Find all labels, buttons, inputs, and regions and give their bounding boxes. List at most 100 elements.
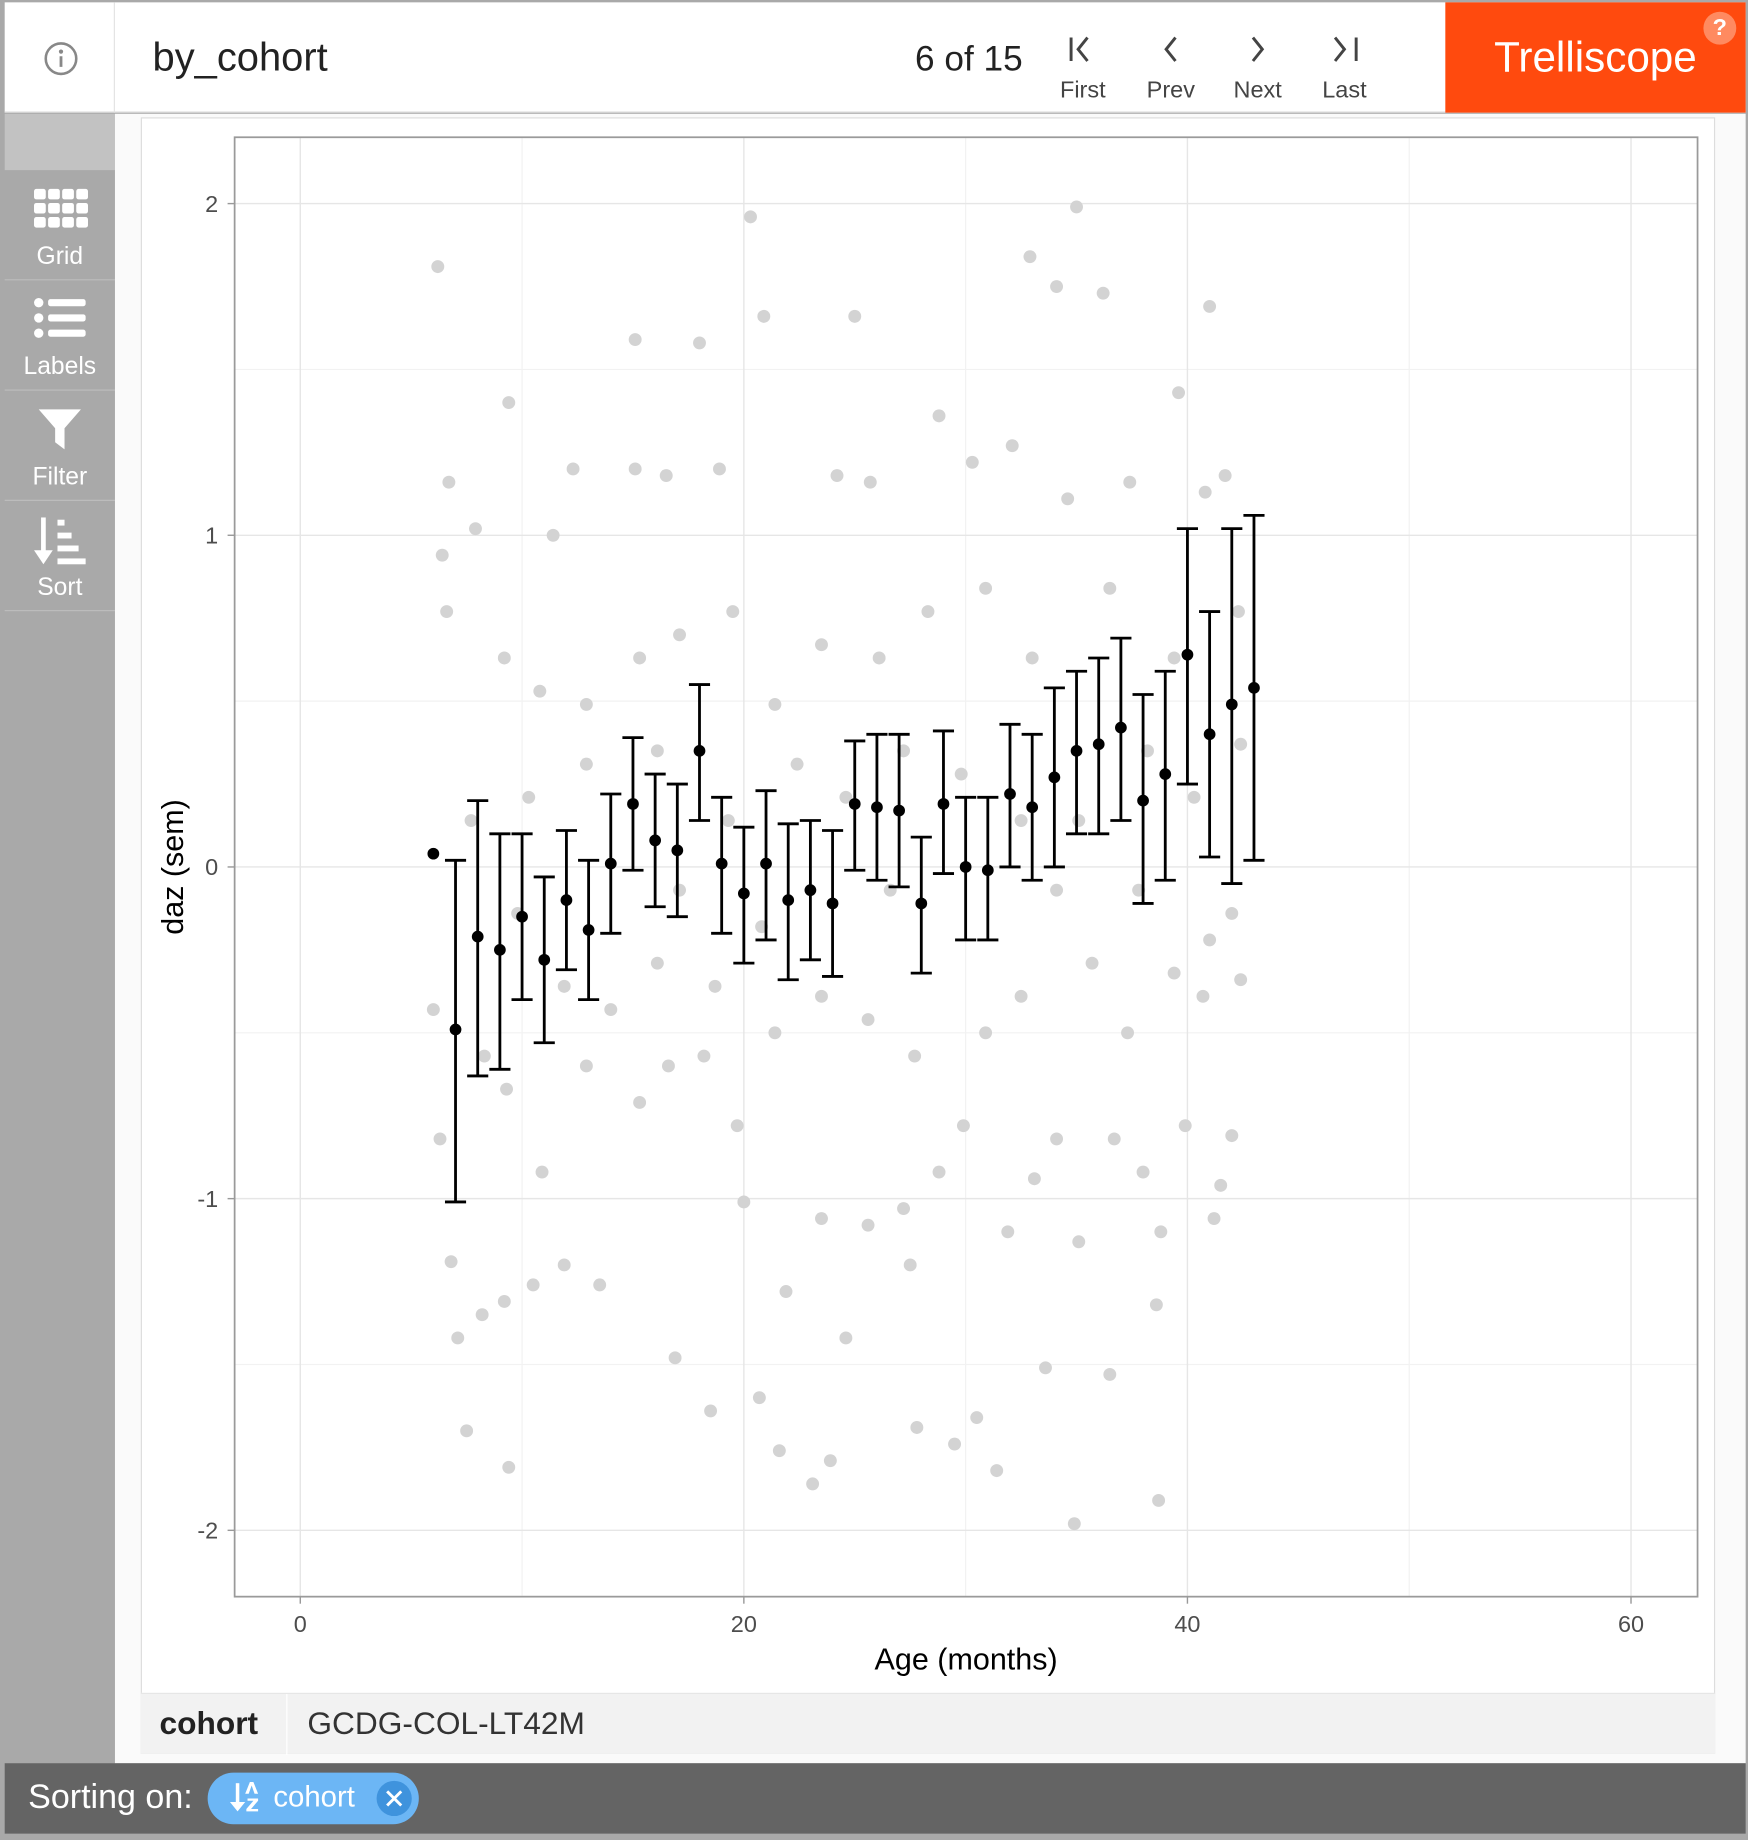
data-point [426, 1003, 440, 1017]
data-point [1225, 906, 1239, 920]
data-point [806, 1477, 820, 1491]
data-point [757, 309, 771, 323]
nav-label: Last [1322, 77, 1367, 104]
data-point [1187, 790, 1201, 804]
data-point [579, 1059, 593, 1073]
info-icon [44, 42, 78, 76]
mean-point [871, 801, 883, 814]
data-point [697, 1049, 711, 1063]
first-button[interactable]: First [1042, 2, 1124, 112]
sort-button[interactable]: Sort [4, 501, 115, 612]
mean-point [804, 884, 817, 897]
sidebar-label: Grid [36, 242, 84, 270]
y-tick-label: 2 [205, 191, 218, 217]
data-point [477, 1049, 491, 1063]
mean-point [826, 897, 839, 910]
data-point [1005, 439, 1019, 453]
mean-point [1004, 788, 1016, 800]
filter-button[interactable]: Filter [4, 391, 115, 501]
last-button[interactable]: Last [1303, 2, 1385, 112]
data-point [633, 1095, 647, 1109]
data-point [1050, 280, 1064, 293]
info-button[interactable] [5, 2, 115, 113]
data-point [1096, 286, 1110, 300]
data-point [1203, 299, 1217, 313]
mean-point [1048, 771, 1061, 784]
data-point [932, 1165, 946, 1179]
prev-button[interactable]: Prev [1130, 2, 1212, 112]
data-point [897, 1202, 910, 1216]
mean-point [981, 864, 994, 877]
data-point [726, 605, 740, 619]
data-point [815, 638, 828, 652]
data-point [431, 260, 445, 274]
data-point [628, 462, 642, 476]
data-point [497, 651, 511, 665]
data-point [1014, 989, 1028, 1003]
data-point [502, 1460, 516, 1474]
mean-point [693, 745, 706, 757]
data-point [444, 1255, 458, 1269]
data-point [839, 1331, 853, 1345]
data-point [910, 1421, 924, 1434]
mean-point [560, 894, 573, 906]
grid-button[interactable]: Grid [4, 170, 115, 281]
data-point [673, 628, 686, 642]
x-axis-label: Age (months) [875, 1642, 1058, 1676]
mean-point [1159, 768, 1172, 780]
data-point [500, 1082, 513, 1096]
data-point [903, 1258, 917, 1272]
panel-label-row: cohort GCDG-COL-LT42M [140, 1692, 1716, 1756]
data-point [830, 469, 844, 483]
mean-point [715, 857, 728, 870]
data-point [1218, 469, 1232, 483]
data-point [815, 989, 828, 1003]
data-point [1061, 492, 1075, 506]
mean-point [516, 910, 528, 923]
data-point [1207, 1212, 1221, 1225]
remove-sort[interactable] [374, 1778, 414, 1818]
data-point [861, 1218, 875, 1232]
data-point [440, 605, 454, 619]
display-title: by_cohort [152, 35, 328, 80]
data-point [713, 462, 726, 476]
data-point [954, 767, 968, 781]
data-point [1198, 485, 1212, 499]
data-point [579, 757, 593, 771]
data-point [1070, 200, 1083, 214]
mean-point [427, 847, 440, 860]
y-tick-label: 1 [205, 522, 218, 548]
data-point [497, 1295, 511, 1308]
data-point [1149, 1298, 1163, 1312]
data-point [921, 605, 935, 619]
data-point [650, 744, 664, 758]
data-point [744, 210, 757, 224]
data-point [1234, 973, 1248, 987]
data-point [1050, 1132, 1064, 1146]
data-point [1152, 1494, 1166, 1507]
data-point [442, 475, 456, 489]
data-point [1072, 1235, 1086, 1249]
next-button[interactable]: Next [1217, 2, 1299, 112]
data-point [1025, 651, 1039, 665]
mean-point [1137, 794, 1149, 807]
sort-chip-text: cohort [273, 1780, 355, 1814]
data-point [1103, 1367, 1117, 1381]
sort-chip[interactable]: cohort [207, 1772, 419, 1825]
mean-point [1026, 801, 1039, 814]
mean-point [494, 944, 506, 956]
data-point [790, 757, 804, 771]
label-value: GCDG-COL-LT42M [307, 1705, 585, 1741]
sort-chip-icon [229, 1782, 259, 1812]
data-point [1014, 814, 1028, 827]
help-button[interactable]: ? [1703, 11, 1737, 45]
labels-button[interactable]: Labels [4, 280, 115, 391]
data-point [1039, 1361, 1052, 1375]
data-point [693, 336, 706, 350]
data-point [1154, 1225, 1168, 1239]
brand[interactable]: Trelliscope [1445, 2, 1746, 113]
nav-label: First [1059, 77, 1106, 104]
data-point [1050, 883, 1064, 897]
data-point [823, 1454, 837, 1468]
